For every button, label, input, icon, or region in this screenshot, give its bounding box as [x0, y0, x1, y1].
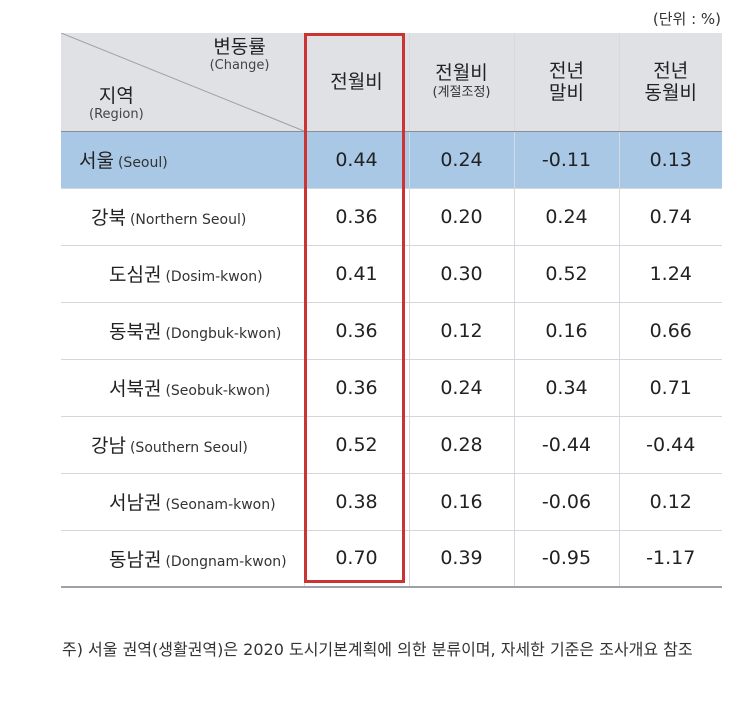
region-name-en: (Seonam-kwon) — [165, 497, 276, 513]
region-name-ko: 서남권 — [109, 492, 162, 514]
value-cell: 0.13 — [618, 131, 722, 189]
table-row-seoul: 서울 (Seoul) 0.44 0.24 -0.11 0.13 — [61, 131, 722, 189]
value-cell: 0.71 — [618, 359, 722, 417]
region-name-en: (Dongbuk-kwon) — [165, 326, 282, 342]
value-cell: 0.20 — [408, 188, 514, 246]
region-cell: 강남 (Southern Seoul) — [61, 416, 304, 474]
header-month-over-month-seasonal: 전월비 (계절조정) — [408, 33, 514, 132]
region-name-ko: 동남권 — [109, 548, 162, 571]
region-name-ko: 강남 — [91, 435, 126, 457]
value-cell: -0.06 — [513, 473, 619, 531]
region-label-en: (Region) — [89, 107, 144, 122]
table-row-dosim-kwon: 도심권 (Dosim-kwon) 0.41 0.30 0.52 1.24 — [61, 245, 722, 303]
value-cell: 0.12 — [618, 473, 722, 531]
value-cell: 0.24 — [408, 359, 514, 417]
region-name-ko: 서북권 — [109, 378, 162, 400]
change-label-ko: 변동률 — [213, 36, 266, 58]
value-cell: -0.44 — [618, 416, 722, 474]
value-cell: 0.39 — [408, 530, 514, 588]
region-cell: 동북권 (Dongbuk-kwon) — [61, 302, 304, 360]
price-change-table: 변동률 (Change) 지역 (Region) 전월비 전월비 (계절조정) … — [61, 33, 722, 588]
header-same-month-line1: 전년 — [653, 59, 689, 82]
change-label-en: (Change) — [209, 58, 270, 73]
value-cell: 1.24 — [618, 245, 722, 303]
region-name-en: (Seoul) — [117, 155, 168, 171]
table-row-seobuk-kwon: 서북권 (Seobuk-kwon) 0.36 0.24 0.34 0.71 — [61, 359, 722, 417]
value-cell: 0.16 — [408, 473, 514, 531]
value-cell: -0.11 — [513, 131, 619, 189]
value-cell: 0.74 — [618, 188, 722, 246]
diagonal-divider — [61, 33, 304, 131]
header-vs-prev-year-end: 전년 말비 — [513, 33, 619, 132]
change-label: 변동률 (Change) — [210, 36, 270, 74]
value-cell: 0.24 — [408, 131, 514, 189]
value-cell: 0.36 — [303, 359, 409, 417]
header-vs-same-month-prev-year: 전년 동월비 — [618, 33, 722, 132]
region-name-en: (Northern Seoul) — [129, 212, 247, 228]
value-cell: 0.30 — [408, 245, 514, 303]
value-cell: 0.34 — [513, 359, 619, 417]
value-cell: -0.44 — [513, 416, 619, 474]
region-cell: 서북권 (Seobuk-kwon) — [61, 359, 304, 417]
header-prev-year-end-line2: 말비 — [549, 81, 584, 104]
corner-header-cell: 변동률 (Change) 지역 (Region) — [61, 33, 304, 132]
header-seasonal-main: 전월비 — [435, 61, 488, 84]
region-cell: 강북 (Northern Seoul) — [61, 188, 304, 246]
value-cell: 0.52 — [513, 245, 619, 303]
table-row-northern-seoul: 강북 (Northern Seoul) 0.36 0.20 0.24 0.74 — [61, 188, 722, 246]
value-cell: -1.17 — [618, 530, 722, 588]
value-cell: 0.28 — [408, 416, 514, 474]
value-cell: 0.70 — [303, 530, 409, 588]
table-row-southern-seoul: 강남 (Southern Seoul) 0.52 0.28 -0.44 -0.44 — [61, 416, 722, 474]
value-cell: 0.66 — [618, 302, 722, 360]
region-cell: 동남권 (Dongnam-kwon) — [61, 530, 304, 588]
unit-label: (단위 : %) — [652, 10, 721, 28]
value-cell: 0.12 — [408, 302, 514, 360]
region-name-en: (Seobuk-kwon) — [165, 383, 271, 399]
region-name-en: (Dongnam-kwon) — [165, 553, 287, 570]
header-seasonal-sub: (계절조정) — [432, 84, 491, 100]
region-name-en: (Southern Seoul) — [129, 440, 248, 456]
region-cell: 서남권 (Seonam-kwon) — [61, 473, 304, 531]
region-name-en: (Dosim-kwon) — [165, 269, 263, 285]
value-cell: 0.52 — [303, 416, 409, 474]
header-same-month-line2: 동월비 — [644, 81, 697, 104]
region-name-ko: 도심권 — [109, 264, 162, 286]
value-cell: 0.16 — [513, 302, 619, 360]
header-prev-year-end-line1: 전년 — [549, 59, 584, 82]
value-cell: 0.36 — [303, 302, 409, 360]
value-cell: 0.44 — [303, 131, 409, 189]
value-cell: 0.41 — [303, 245, 409, 303]
region-name-ko: 동북권 — [109, 321, 162, 343]
region-name-ko: 서울 — [79, 150, 114, 172]
table-row-seonam-kwon: 서남권 (Seonam-kwon) 0.38 0.16 -0.06 0.12 — [61, 473, 722, 531]
region-cell: 도심권 (Dosim-kwon) — [61, 245, 304, 303]
footnote: 주) 서울 권역(생활권역)은 2020 도시기본계획에 의한 분류이며, 자세… — [62, 640, 693, 659]
value-cell: -0.95 — [513, 530, 619, 588]
table-row-dongbuk-kwon: 동북권 (Dongbuk-kwon) 0.36 0.12 0.16 0.66 — [61, 302, 722, 360]
region-label-ko: 지역 — [98, 85, 134, 107]
region-label: 지역 (Region) — [89, 85, 144, 123]
region-cell: 서울 (Seoul) — [61, 131, 304, 189]
header-month-over-month: 전월비 — [303, 33, 409, 132]
region-name-ko: 강북 — [91, 207, 126, 229]
value-cell: 0.36 — [303, 188, 409, 246]
value-cell: 0.38 — [303, 473, 409, 531]
header-row: 변동률 (Change) 지역 (Region) 전월비 전월비 (계절조정) … — [61, 33, 722, 132]
header-month-over-month-text: 전월비 — [330, 70, 383, 93]
table-row-dongnam-kwon: 동남권 (Dongnam-kwon) 0.70 0.39 -0.95 -1.17 — [61, 530, 722, 588]
value-cell: 0.24 — [513, 188, 619, 246]
